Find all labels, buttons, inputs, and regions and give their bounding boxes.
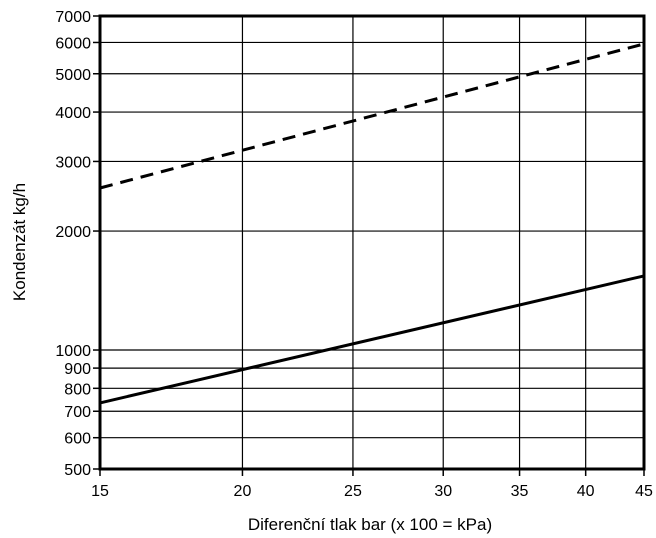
y-tick-label: 6000 (55, 35, 91, 52)
tick-marks (93, 15, 645, 476)
x-axis-title: Diferenční tlak bar (x 100 = kPa) (248, 515, 492, 534)
x-tick-label: 30 (434, 483, 452, 500)
y-tick-label: 800 (64, 381, 91, 398)
x-tick-label: 25 (344, 483, 362, 500)
y-tick-label: 3000 (55, 154, 91, 171)
series-layer (99, 42, 645, 405)
y-tick-label: 900 (64, 361, 91, 378)
y-tick-label: 7000 (55, 9, 91, 26)
y-axis-title: Kondenzát kg/h (10, 183, 29, 301)
y-tick-label: 5000 (55, 67, 91, 84)
grid-lines (99, 15, 645, 470)
plot-frame (98, 14, 646, 471)
x-tick-label: 35 (511, 483, 529, 500)
dashed-series-line (99, 42, 645, 190)
y-tick-label: 700 (64, 404, 91, 421)
x-tick-label: 15 (91, 483, 109, 500)
x-tick-label: 20 (234, 483, 252, 500)
y-tick-label: 500 (64, 462, 91, 479)
y-tick-label: 4000 (55, 105, 91, 122)
x-tick-labels: 15 20 25 30 35 40 45 (91, 483, 653, 500)
x-tick-label: 45 (635, 483, 653, 500)
y-tick-label: 2000 (55, 224, 91, 241)
y-tick-label: 600 (64, 431, 91, 448)
x-tick-label: 40 (577, 483, 595, 500)
solid-series-line (99, 274, 645, 405)
y-tick-label: 1000 (55, 343, 91, 360)
